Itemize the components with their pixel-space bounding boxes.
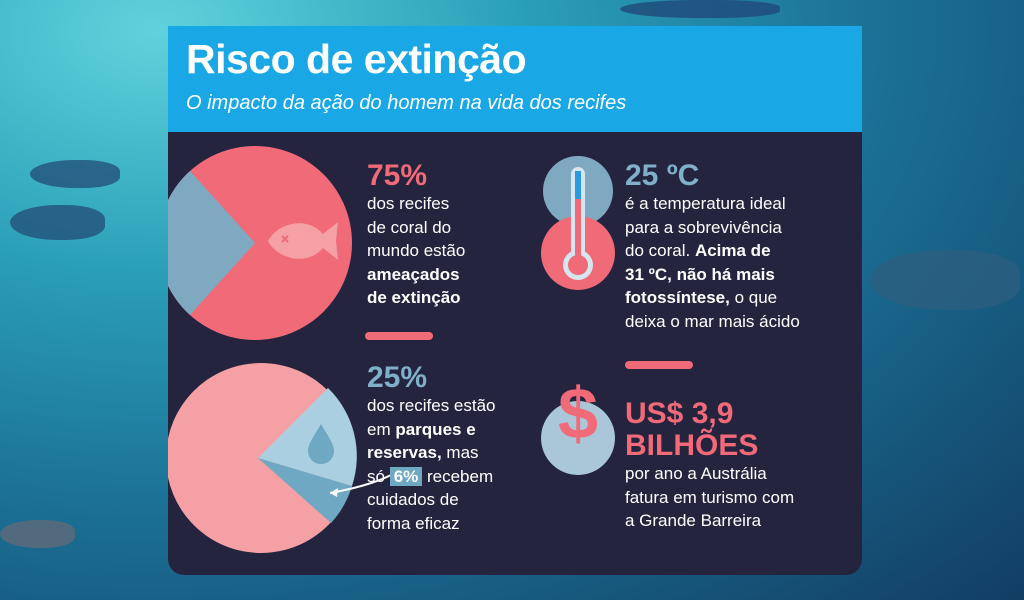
- stat-text: por ano a Austrália: [625, 464, 767, 483]
- infographic-card: Risco de extinção O impacto da ação do h…: [168, 26, 862, 575]
- thermometer-icon: [541, 156, 615, 290]
- text-bold: Acima de: [694, 241, 771, 260]
- text: recebem: [422, 466, 494, 486]
- text: mas: [441, 443, 479, 462]
- background-fish: [30, 160, 120, 188]
- stat-text: de coral do: [367, 217, 452, 237]
- text-bold: fotossíntese,: [625, 288, 730, 307]
- stat-text: mundo estão: [367, 241, 466, 260]
- divider: [625, 361, 693, 369]
- stat-value: US$ 3,9: [625, 397, 734, 430]
- stat-text: só 6% recebem: [367, 465, 496, 489]
- stat-value: 75%: [367, 159, 428, 192]
- stat-text: deixa o mar mais ácido: [625, 311, 800, 331]
- page-title: Risco de extinção: [186, 36, 527, 82]
- stat-value: 25 ºC: [625, 159, 700, 192]
- pie-protected: [168, 363, 405, 553]
- stat-text: reservas, mas: [367, 441, 496, 465]
- pie-slice-effective: [258, 458, 352, 523]
- text: o que: [729, 288, 778, 307]
- pie-slice-threatened: [168, 146, 352, 340]
- stat-text: dos recifes: [367, 194, 450, 213]
- dead-fish-icon: [268, 222, 338, 260]
- text-bold: 31 ºC, não há mais: [625, 264, 775, 284]
- stat-text: fotossíntese, o que: [625, 286, 800, 310]
- stat-tourism: US$ 3,9 BILHÕES por ano a Austrália fatu…: [625, 398, 794, 533]
- header: Risco de extinção O impacto da ação do h…: [168, 26, 862, 132]
- water-drop-icon: [308, 424, 334, 464]
- stat-temperature: 25 ºC é a temperatura ideal para a sobre…: [625, 160, 800, 333]
- text: em: [367, 419, 396, 439]
- stat-text-bold: ameaçados: [367, 264, 460, 284]
- stat-text: 31 ºC, não há mais: [625, 263, 800, 287]
- text-bold: reservas,: [367, 443, 442, 462]
- stat-protected: 25% dos recifes estão em parques e reser…: [367, 362, 496, 535]
- stat-text: para a sobrevivência: [625, 217, 782, 237]
- pie-threatened: [168, 146, 352, 340]
- stat-text: forma eficaz: [367, 513, 460, 533]
- background-shark: [0, 520, 75, 548]
- stat-text: fatura em turismo com: [625, 487, 795, 507]
- stat-text: cuidados de: [367, 490, 459, 509]
- text: só: [367, 466, 390, 486]
- highlight-badge: 6%: [389, 466, 423, 486]
- stat-text: dos recifes estão: [367, 396, 496, 415]
- pie-slice-protected: [258, 388, 357, 486]
- stat-value: BILHÕES: [625, 429, 759, 462]
- background-fish: [10, 205, 105, 240]
- stat-text: é a temperatura ideal: [625, 194, 786, 213]
- stat-value: 25%: [367, 361, 428, 394]
- stat-text: em parques e: [367, 418, 496, 442]
- pie-slice-other: [168, 171, 255, 315]
- svg-text:$: $: [558, 374, 598, 454]
- stat-text-bold: de extinção: [367, 288, 461, 307]
- stat-threatened: 75% dos recifes de coral do mundo estão …: [367, 160, 465, 310]
- page-subtitle: O impacto da ação do homem na vida dos r…: [186, 92, 627, 114]
- background-fish: [870, 250, 1020, 310]
- text-bold: parques e: [395, 419, 476, 439]
- divider: [365, 332, 433, 340]
- background-fish: [620, 0, 780, 18]
- text: do coral.: [625, 241, 695, 260]
- dollar-icon: $: [541, 374, 615, 475]
- graphics-layer: $: [168, 146, 615, 553]
- stat-text: do coral. Acima de: [625, 239, 800, 263]
- stat-text: a Grande Barreira: [625, 511, 762, 530]
